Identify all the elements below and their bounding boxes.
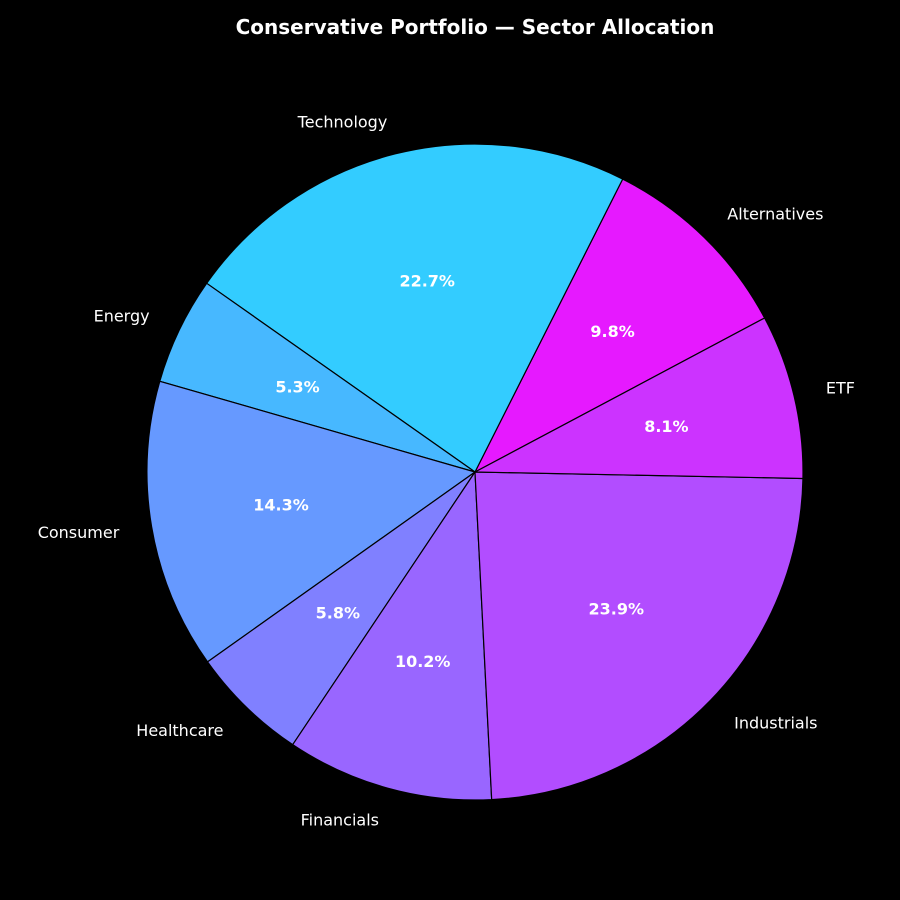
pie-slice-alternatives <box>474 178 766 473</box>
slice-label-etf: ETF <box>826 379 855 398</box>
pie-slices <box>146 143 804 801</box>
slice-percent-energy: 5.3% <box>275 378 319 397</box>
slice-percent-technology: 22.7% <box>399 272 455 291</box>
pie-slice-financials <box>292 471 493 801</box>
slice-label-consumer: Consumer <box>38 523 120 542</box>
pie-slice-industrials <box>474 471 804 801</box>
slice-percent-industrials: 23.9% <box>589 600 645 619</box>
slice-percent-etf: 8.1% <box>644 417 688 436</box>
chart-title: Conservative Portfolio — Sector Allocati… <box>236 15 715 39</box>
slice-label-alternatives: Alternatives <box>727 205 823 224</box>
pie-labels: 9.8% Alternatives 22.7% Technology 5.3% Energ… <box>38 113 855 830</box>
slice-label-technology: Technology <box>297 113 388 132</box>
slice-percent-financials: 10.2% <box>395 652 451 671</box>
pie-slice-etf <box>474 317 804 480</box>
slice-percent-consumer: 14.3% <box>253 496 309 515</box>
slice-label-energy: Energy <box>94 307 150 326</box>
slice-percent-healthcare: 5.8% <box>316 604 360 623</box>
slice-label-industrials: Industrials <box>734 714 817 733</box>
slice-label-healthcare: Healthcare <box>136 721 223 740</box>
pie-slice-consumer <box>146 380 476 663</box>
pie-slice-technology <box>206 143 624 473</box>
slice-label-financials: Financials <box>301 810 379 829</box>
slice-percent-alternatives: 9.8% <box>590 322 634 341</box>
